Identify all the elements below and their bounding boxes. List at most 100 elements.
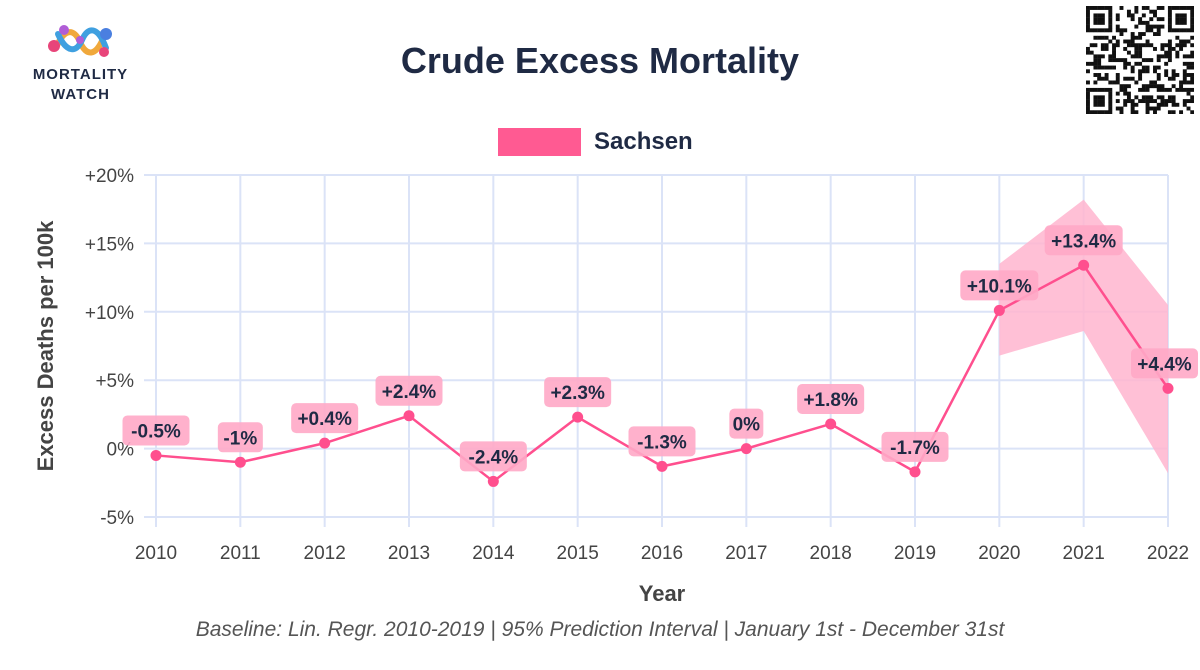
qr-module	[1115, 24, 1120, 29]
qr-module	[1190, 110, 1194, 114]
qr-module	[1160, 87, 1165, 92]
qr-module	[1153, 9, 1157, 14]
qr-module	[1134, 35, 1139, 40]
qr-module	[1123, 65, 1128, 70]
qr-module	[1145, 102, 1150, 107]
qr-module	[1097, 54, 1102, 59]
qr-module	[1138, 54, 1143, 59]
qr-module	[1167, 24, 1172, 29]
qr-module	[1138, 43, 1143, 48]
qr-module	[1141, 43, 1146, 48]
data-label-bg	[217, 422, 263, 453]
qr-module	[1093, 6, 1098, 10]
qr-module	[1115, 91, 1120, 96]
data-point	[403, 410, 415, 422]
qr-module	[1123, 39, 1128, 44]
qr-module	[1141, 87, 1146, 92]
qr-module	[1100, 35, 1105, 40]
qr-module	[1190, 99, 1194, 104]
qr-module	[1145, 43, 1150, 48]
qr-module	[1123, 46, 1128, 51]
data-label-bg	[1044, 225, 1123, 256]
qr-module	[1138, 87, 1143, 92]
qr-module	[1093, 73, 1098, 77]
qr-module	[1190, 95, 1194, 100]
qr-module	[1186, 28, 1191, 33]
qr-module	[1086, 95, 1090, 100]
x-tick-label: 2019	[894, 543, 936, 564]
qr-module	[1108, 99, 1113, 104]
qr-module	[1126, 84, 1131, 89]
qr-module	[1134, 80, 1139, 85]
qr-module	[1108, 91, 1113, 96]
y-tick-label: +5%	[95, 371, 134, 392]
qr-module	[1089, 50, 1094, 55]
qr-module	[1167, 28, 1172, 33]
qr-module	[1156, 87, 1161, 92]
qr-module	[1097, 73, 1102, 77]
data-label-bg	[1131, 348, 1198, 379]
qr-module	[1182, 99, 1187, 104]
qr-module	[1097, 61, 1102, 66]
qr-module	[1086, 106, 1090, 111]
qr-module	[1126, 43, 1131, 48]
data-point	[1162, 382, 1174, 394]
qr-module	[1112, 80, 1116, 85]
qr-module	[1141, 13, 1146, 18]
qr-module	[1190, 54, 1194, 59]
qr-module	[1149, 43, 1154, 48]
qr-module	[1086, 13, 1090, 18]
y-tick-label: +10%	[85, 303, 134, 324]
qr-module	[1104, 73, 1109, 77]
qr-module	[1190, 87, 1194, 92]
qr-module	[1164, 50, 1169, 55]
y-tick-label: +20%	[85, 166, 134, 187]
qr-module	[1119, 106, 1124, 111]
qr-module	[1182, 39, 1187, 44]
qr-module	[1093, 54, 1098, 59]
qr-module	[1086, 69, 1090, 74]
qr-module	[1086, 99, 1090, 104]
qr-module	[1097, 6, 1102, 10]
data-point	[993, 304, 1005, 316]
qr-module	[1138, 76, 1143, 81]
qr-module	[1134, 43, 1139, 48]
logo-text-line2: WATCH	[51, 86, 110, 103]
qr-module	[1175, 20, 1180, 25]
legend[interactable]: Sachsen	[498, 127, 693, 157]
qr-module	[1130, 17, 1135, 22]
qr-module	[1171, 102, 1176, 107]
qr-module	[1153, 65, 1157, 70]
qr-module	[1104, 28, 1109, 33]
qr-module	[1130, 69, 1135, 74]
qr-module	[1160, 43, 1165, 48]
qr-module	[1100, 28, 1105, 33]
qr-module	[1089, 110, 1094, 114]
qr-module	[1108, 110, 1113, 114]
qr-module	[1126, 76, 1131, 81]
data-label: +0.4%	[297, 409, 352, 430]
qr-module	[1093, 13, 1098, 18]
qr-module	[1171, 110, 1176, 114]
qr-module	[1123, 99, 1128, 104]
qr-module	[1164, 54, 1169, 59]
qr-module	[1130, 102, 1135, 107]
qr-module	[1119, 6, 1124, 10]
qr-module	[1130, 32, 1135, 36]
chart-title: Crude Excess Mortality	[400, 40, 800, 81]
qr-module	[1182, 69, 1187, 74]
qr-module	[1108, 6, 1113, 10]
qr-module	[1179, 43, 1184, 48]
qr-module	[1134, 46, 1139, 51]
y-tick-label: +15%	[85, 234, 134, 255]
qr-module	[1093, 17, 1098, 22]
qr-module	[1156, 106, 1161, 111]
qr-module	[1160, 17, 1165, 22]
qr-module	[1097, 110, 1102, 114]
qr-module	[1167, 43, 1172, 48]
qr-module	[1093, 58, 1098, 63]
qr-module	[1108, 80, 1113, 85]
qr-module	[1123, 61, 1128, 66]
qr-module	[1186, 65, 1191, 70]
qr-module	[1093, 87, 1098, 92]
